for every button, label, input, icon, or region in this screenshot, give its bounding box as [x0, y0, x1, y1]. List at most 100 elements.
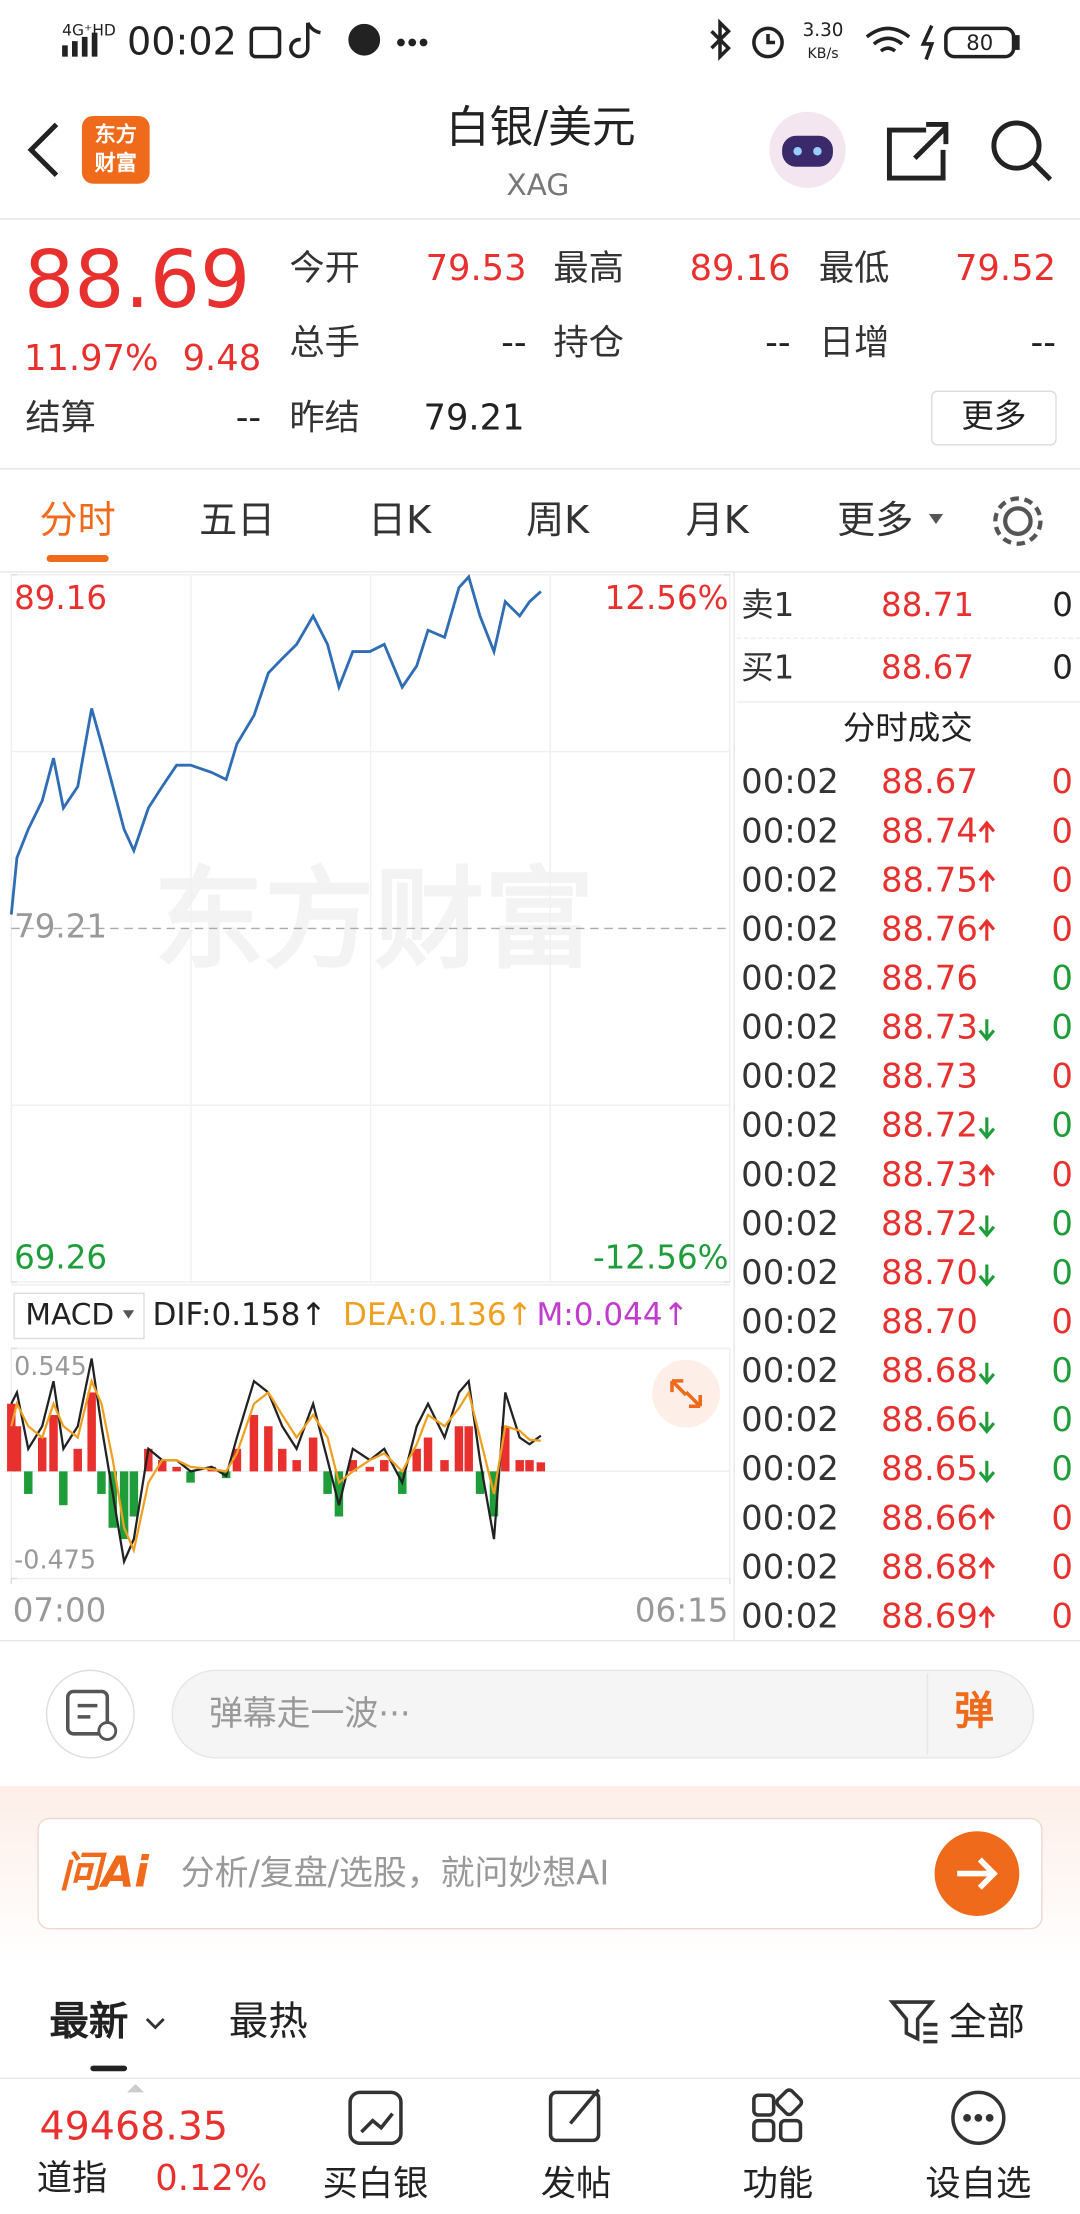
macd-bar — [475, 1471, 485, 1494]
trade-price: 88.67 — [881, 762, 978, 801]
trade-price: 88.65 — [881, 1449, 978, 1488]
trade-time: 00:02 — [741, 1204, 839, 1243]
macd-bar — [232, 1448, 242, 1472]
arrow-down — [978, 1117, 996, 1140]
field-label: 日增 — [819, 323, 890, 364]
macd-bar — [129, 1471, 139, 1517]
filter-icon[interactable] — [888, 2000, 938, 2044]
back-button[interactable] — [27, 122, 59, 177]
watermark: 东方财富 — [154, 856, 594, 984]
index-change[interactable]: 0.12% — [155, 2158, 267, 2199]
trade-price: 88.72 — [881, 1106, 978, 1145]
trade-price: 88.72 — [881, 1204, 978, 1243]
feed-tab[interactable]: 最热 — [229, 1999, 308, 2045]
field-label: 今开 — [289, 248, 360, 289]
macd-bar — [348, 1460, 358, 1472]
indicator-name[interactable]: MACD — [25, 1296, 114, 1331]
trade-volume: 0 — [1051, 1400, 1073, 1439]
field-value: -- — [1031, 323, 1056, 364]
trade-price: 88.73 — [881, 1155, 978, 1194]
dropdown-caret — [928, 514, 944, 524]
trade-volume: 0 — [1051, 762, 1073, 801]
field-label: 持仓 — [553, 323, 624, 364]
macd-bar — [412, 1448, 421, 1472]
settings-button[interactable] — [993, 496, 1043, 546]
y-tick-label: 0.545 — [14, 1351, 87, 1381]
tab[interactable]: 月K — [686, 498, 750, 542]
more-label[interactable]: 更多 — [961, 397, 1026, 435]
tab-active[interactable]: 分时 — [40, 498, 116, 542]
indicator-selector[interactable] — [13, 1292, 145, 1340]
assistant-avatar[interactable] — [769, 111, 846, 188]
index-value[interactable]: 49468.35 — [40, 2104, 229, 2150]
last-price: 88.69 — [24, 234, 250, 326]
danmaku-button[interactable]: 弹 — [954, 1689, 994, 1735]
tab[interactable]: 周K — [526, 498, 590, 542]
trade-volume: 0 — [1051, 1498, 1073, 1537]
trade-volume: 0 — [1051, 909, 1073, 948]
feed-tab-active[interactable]: 最新 — [49, 1999, 128, 2045]
share-button[interactable] — [886, 121, 949, 181]
trade-time: 00:02 — [741, 1253, 839, 1292]
macd-frame — [10, 1347, 731, 1580]
arrow-up — [978, 869, 996, 892]
network: 4G⁺HD — [62, 22, 116, 40]
macd-bar — [380, 1460, 389, 1472]
macd-bar — [440, 1460, 449, 1472]
arrow-down — [978, 1362, 996, 1385]
trade-volume: 0 — [1051, 1253, 1073, 1292]
action-label[interactable]: 买白银 — [323, 2164, 429, 2205]
search-button[interactable] — [991, 120, 1053, 182]
book-price: 88.71 — [881, 586, 974, 624]
arrow-up — [978, 1163, 996, 1187]
macd-bar — [515, 1460, 524, 1472]
macd-bar — [536, 1462, 546, 1472]
macd-bar — [249, 1414, 259, 1472]
field-value: 79.21 — [424, 397, 525, 438]
dropdown-caret — [122, 1310, 135, 1319]
caret — [127, 2083, 144, 2093]
macd-bar — [292, 1460, 301, 1472]
page-title: 白银/美元 — [446, 102, 636, 153]
book-label: 买1 — [741, 648, 794, 686]
field-value: -- — [765, 323, 790, 364]
field-label: 最低 — [819, 248, 890, 289]
trade-price: 88.68 — [881, 1351, 978, 1390]
trade-volume: 0 — [1051, 1204, 1073, 1243]
status-icons — [249, 18, 1020, 61]
trade-volume: 0 — [1051, 1106, 1073, 1145]
y-tick-label: -0.475 — [14, 1545, 96, 1575]
macd-bar — [73, 1448, 82, 1472]
macd-bar — [278, 1448, 287, 1472]
tab[interactable]: 五日 — [199, 498, 275, 542]
tab[interactable]: 日K — [368, 498, 432, 542]
trade-time: 00:02 — [741, 1547, 839, 1586]
action-label[interactable]: 发帖 — [541, 2164, 612, 2205]
macd-bar — [12, 1426, 22, 1472]
trade-volume: 0 — [1051, 1155, 1073, 1194]
arrow-up — [978, 1556, 996, 1579]
feed-filter[interactable]: 全部 — [949, 2000, 1025, 2044]
index-name[interactable]: 道指 — [37, 2158, 108, 2199]
action-label[interactable]: 设自选 — [925, 2164, 1031, 2205]
arrow-down — [978, 1411, 996, 1434]
trade-price: 88.66 — [881, 1498, 978, 1537]
danmaku-input[interactable] — [171, 1669, 1035, 1759]
expand-button[interactable] — [652, 1359, 720, 1428]
ai-submit[interactable] — [934, 1831, 1020, 1916]
ai-placeholder[interactable]: 分析/复盘/选股，就问妙想AI — [181, 1854, 610, 1893]
macd-bar — [423, 1437, 433, 1472]
more-button[interactable] — [931, 390, 1057, 446]
tab[interactable]: 更多 — [837, 498, 913, 542]
ai-input[interactable] — [37, 1817, 1043, 1930]
danmaku-placeholder[interactable]: 弹幕走一波··· — [209, 1694, 411, 1733]
trade-volume: 0 — [1051, 1596, 1073, 1635]
trade-time: 00:02 — [741, 1106, 839, 1145]
trade-time: 00:02 — [741, 1498, 839, 1537]
trade-time: 00:02 — [741, 1008, 839, 1047]
field-value: -- — [501, 323, 526, 364]
trade-volume: 0 — [1051, 860, 1073, 899]
danmaku-toggle[interactable] — [45, 1669, 135, 1759]
action-label[interactable]: 功能 — [743, 2164, 814, 2205]
